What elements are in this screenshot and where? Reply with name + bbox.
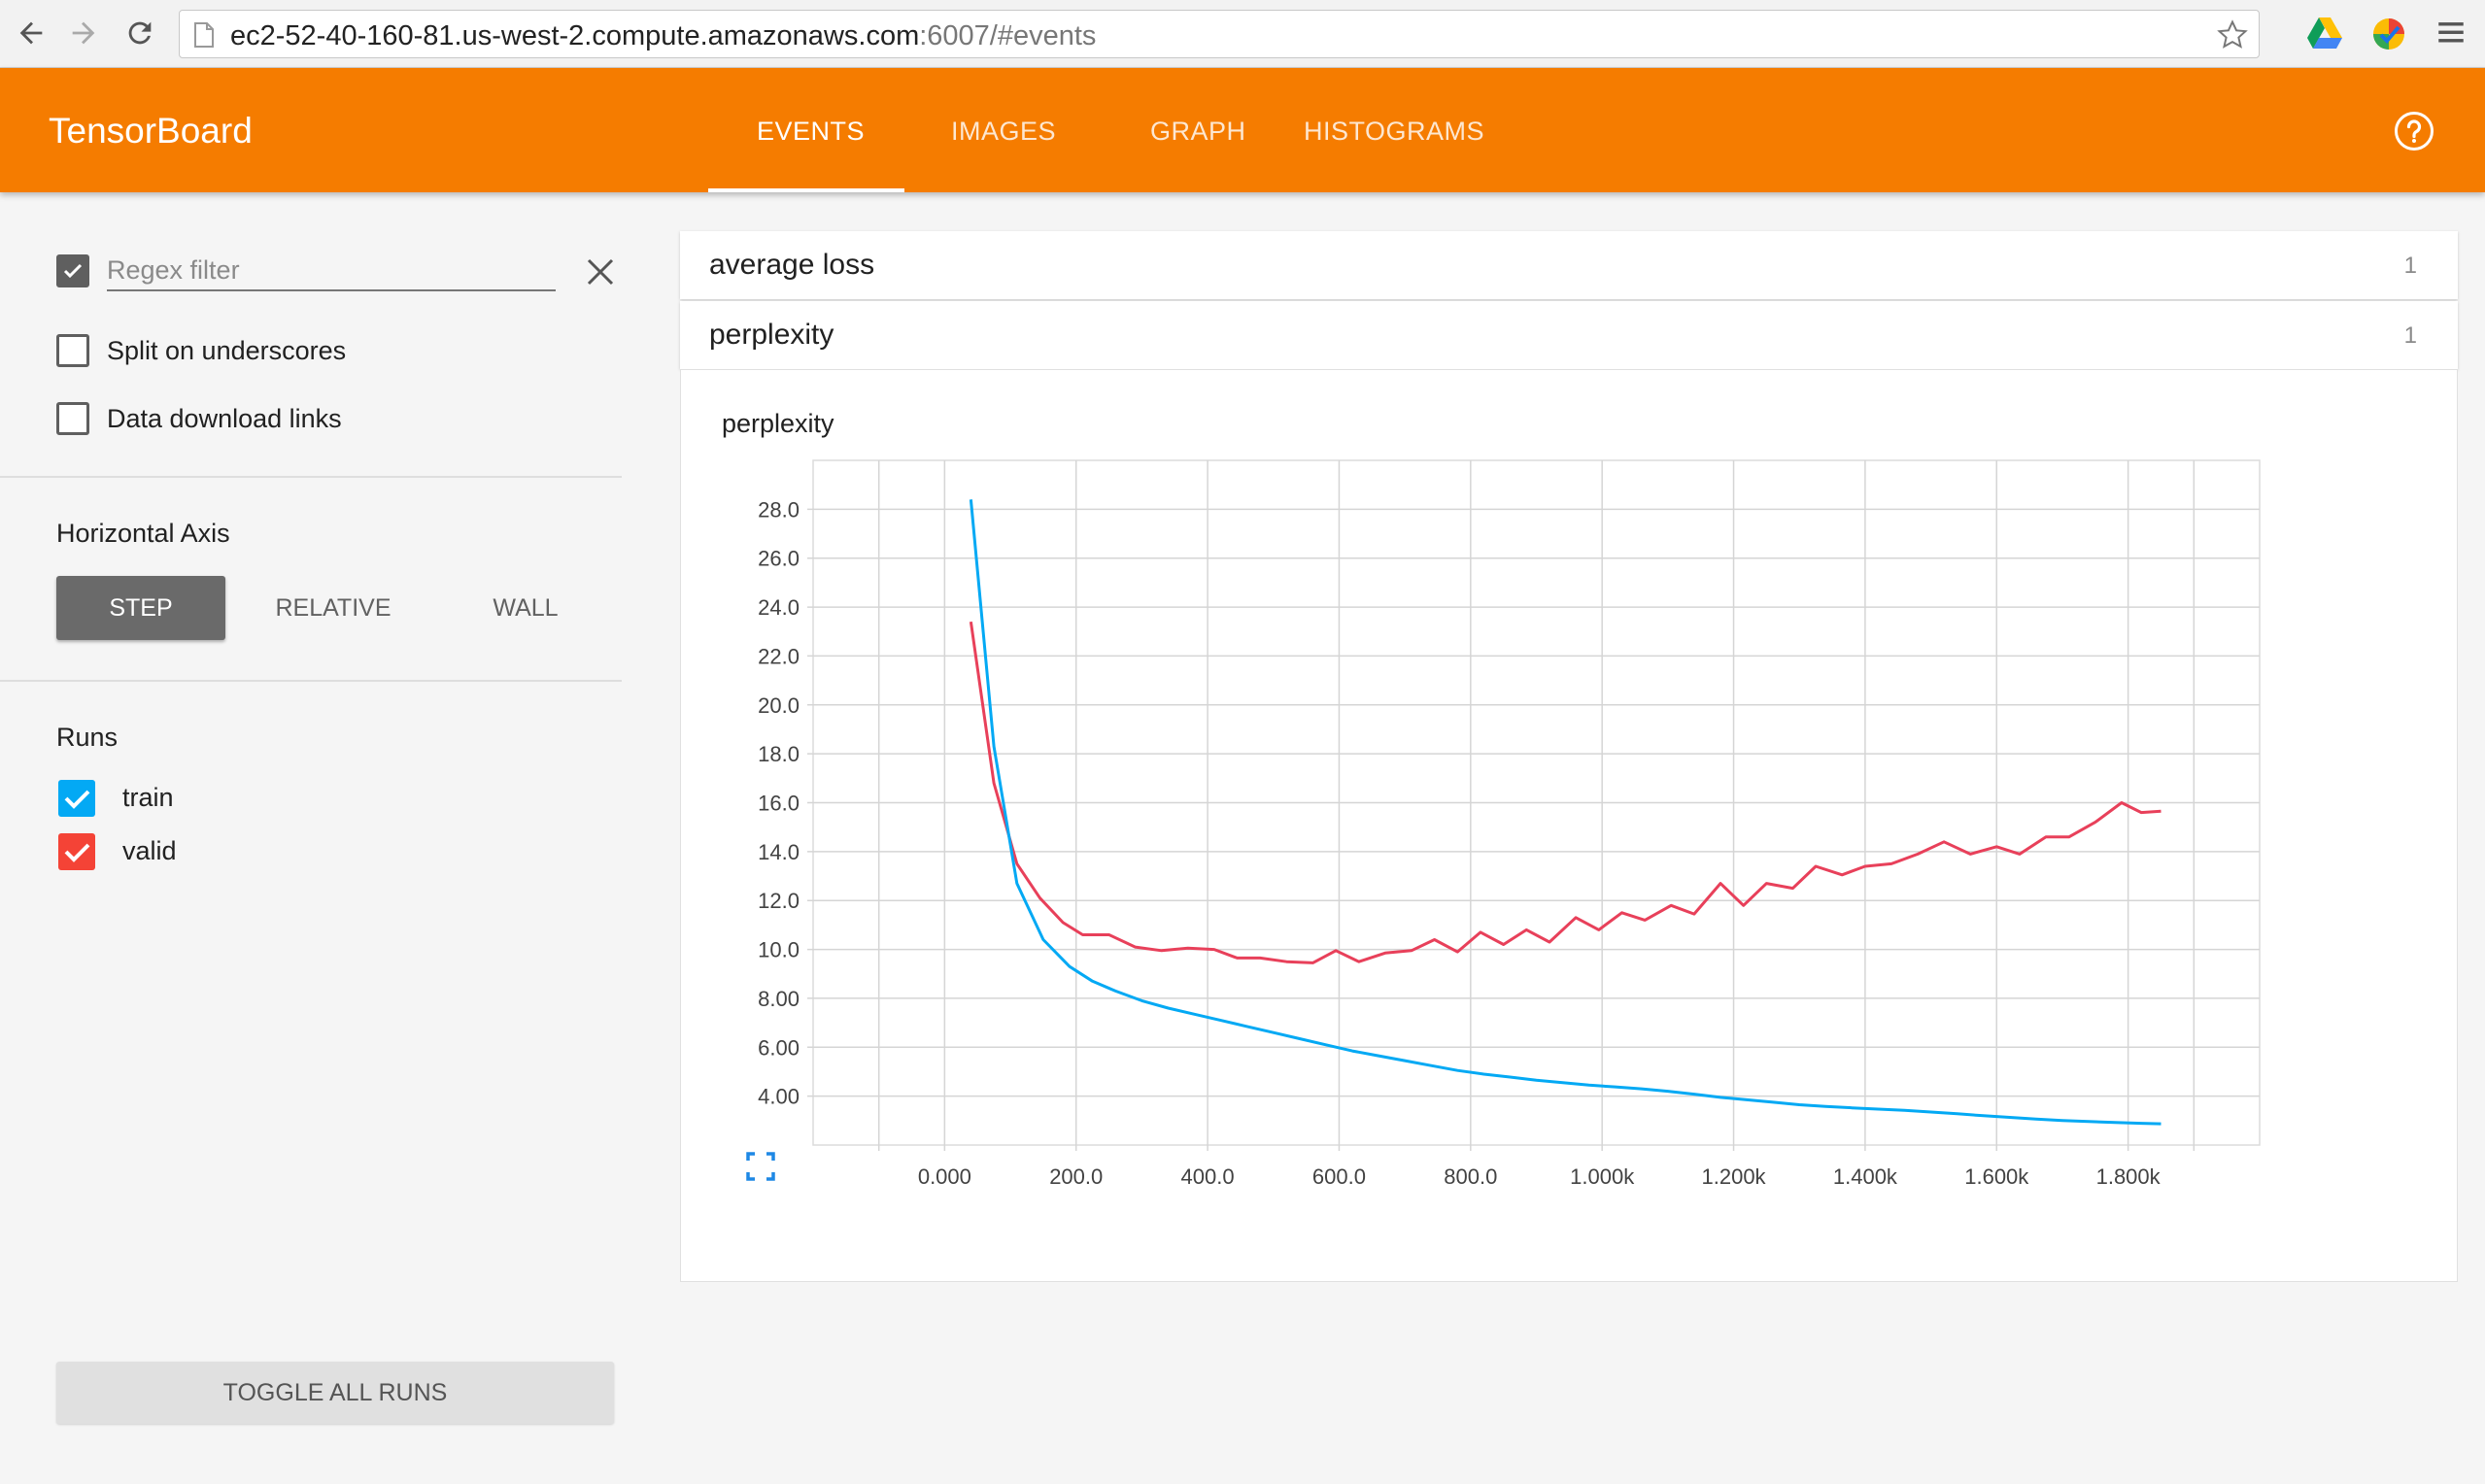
chart-card: perplexity 0.000 200.0 400.0 600.0 800.0 1.00… bbox=[680, 369, 2458, 1282]
y-tick-label: 4.00 bbox=[758, 1085, 800, 1109]
active-tab-indicator bbox=[708, 188, 904, 192]
x-tick-label: 200.0 bbox=[1049, 1164, 1103, 1189]
y-tick-label: 22.0 bbox=[758, 644, 800, 668]
sidebar-divider bbox=[0, 680, 622, 682]
toggle-all-runs-button[interactable]: TOGGLE ALL RUNS bbox=[56, 1362, 614, 1424]
category-perplexity[interactable]: perplexity 1 bbox=[680, 301, 2458, 369]
series-line-valid bbox=[969, 621, 2162, 964]
x-tick-label: 1.800k bbox=[2096, 1164, 2162, 1189]
browser-toolbar: ec2-52-40-160-81.us-west-2.compute.amazo… bbox=[0, 0, 2485, 68]
split-underscores-checkbox[interactable] bbox=[56, 334, 89, 367]
y-tick-label: 20.0 bbox=[758, 693, 800, 718]
url-text: ec2-52-40-160-81.us-west-2.compute.amazo… bbox=[230, 20, 1096, 52]
regex-checkbox[interactable] bbox=[56, 254, 89, 287]
y-tick-label: 8.00 bbox=[758, 987, 800, 1011]
sidebar-divider bbox=[0, 476, 622, 478]
y-tick-label: 6.00 bbox=[758, 1035, 800, 1060]
category-count: 1 bbox=[2403, 253, 2417, 279]
tab-histograms[interactable]: HISTOGRAMS bbox=[1304, 117, 1485, 146]
colorful-extension-icon[interactable] bbox=[2370, 16, 2409, 54]
run-label-train: train bbox=[122, 783, 174, 812]
run-checkbox-train[interactable] bbox=[58, 780, 95, 817]
url-path: :6007/#events bbox=[919, 20, 1097, 51]
series-line-train bbox=[969, 499, 2162, 1126]
x-tick-label: 1.200k bbox=[1702, 1164, 1767, 1189]
x-tick-label: 400.0 bbox=[1181, 1164, 1235, 1189]
y-tick-label: 16.0 bbox=[758, 792, 800, 816]
split-underscores-label: Split on underscores bbox=[107, 336, 347, 365]
url-host: ec2-52-40-160-81.us-west-2.compute.amazo… bbox=[230, 20, 920, 51]
y-tick-label: 28.0 bbox=[758, 497, 800, 522]
app-header: TensorBoard EVENTS IMAGES GRAPH HISTOGRA… bbox=[0, 68, 2485, 192]
clear-filter-icon[interactable] bbox=[585, 256, 616, 292]
page-icon bbox=[193, 22, 215, 52]
y-tick-label: 18.0 bbox=[758, 742, 800, 766]
address-bar[interactable]: ec2-52-40-160-81.us-west-2.compute.amazo… bbox=[179, 10, 2260, 58]
data-download-checkbox[interactable] bbox=[56, 402, 89, 435]
reload-icon[interactable] bbox=[120, 14, 159, 52]
category-name: average loss bbox=[709, 249, 875, 281]
perplexity-chart: 0.000 200.0 400.0 600.0 800.0 1.000k 1.200k 1.4… bbox=[758, 459, 2261, 1189]
x-tick-label: 1.600k bbox=[1964, 1164, 2029, 1189]
runs-title: Runs bbox=[56, 723, 119, 752]
run-label-valid: valid bbox=[122, 836, 177, 865]
x-tick-label: 0.000 bbox=[918, 1164, 971, 1189]
y-tick-label: 26.0 bbox=[758, 547, 800, 571]
axis-step-button[interactable]: STEP bbox=[56, 576, 225, 640]
y-tick-label: 12.0 bbox=[758, 889, 800, 913]
app-title: TensorBoard bbox=[49, 111, 253, 151]
y-tick-label: 10.0 bbox=[758, 938, 800, 962]
category-average-loss[interactable]: average loss 1 bbox=[680, 231, 2458, 299]
tab-graph[interactable]: GRAPH bbox=[1150, 117, 1246, 146]
drive-extension-icon[interactable] bbox=[2306, 16, 2345, 54]
x-tick-label: 600.0 bbox=[1312, 1164, 1366, 1189]
tab-events[interactable]: EVENTS bbox=[757, 117, 866, 146]
expand-icon[interactable] bbox=[745, 1151, 776, 1182]
run-checkbox-valid[interactable] bbox=[58, 833, 95, 870]
regex-filter-input[interactable] bbox=[107, 251, 556, 291]
x-tick-label: 1.000k bbox=[1570, 1164, 1635, 1189]
help-icon[interactable] bbox=[2394, 111, 2434, 152]
data-download-label: Data download links bbox=[107, 404, 342, 433]
axis-relative-button[interactable]: RELATIVE bbox=[275, 593, 391, 622]
category-count: 1 bbox=[2403, 322, 2417, 349]
menu-icon[interactable] bbox=[2434, 16, 2473, 54]
horizontal-axis-title: Horizontal Axis bbox=[56, 519, 230, 548]
x-tick-label: 800.0 bbox=[1444, 1164, 1497, 1189]
tab-images[interactable]: IMAGES bbox=[951, 117, 1057, 146]
x-tick-label: 1.400k bbox=[1833, 1164, 1898, 1189]
chart-title: perplexity bbox=[722, 409, 834, 438]
forward-arrow-icon[interactable] bbox=[64, 14, 103, 52]
category-name: perplexity bbox=[709, 319, 834, 351]
sidebar: Split on underscores Data download links… bbox=[0, 192, 622, 1484]
bookmark-star-icon[interactable] bbox=[2216, 18, 2249, 56]
axis-wall-button[interactable]: WALL bbox=[493, 593, 559, 622]
back-arrow-icon[interactable] bbox=[12, 14, 51, 52]
y-tick-label: 24.0 bbox=[758, 595, 800, 620]
y-tick-label: 14.0 bbox=[758, 840, 800, 864]
